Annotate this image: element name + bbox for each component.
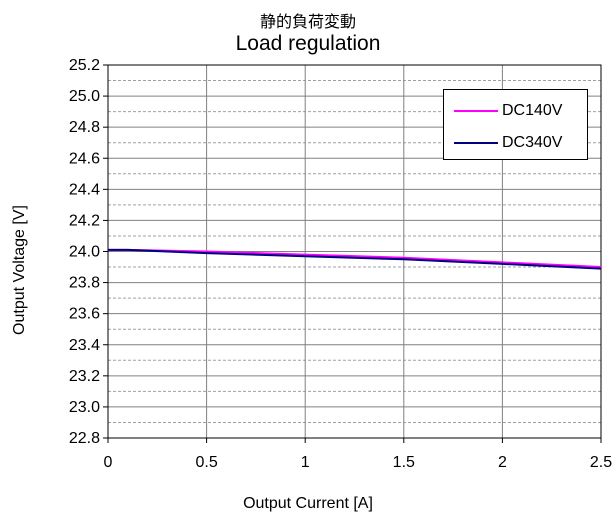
y-axis-label: Output Voltage [V] [11,205,28,335]
x-axis-label: Output Current [A] [243,495,373,512]
y-tick-label: 23.4 [69,337,100,354]
x-tick-label: 1 [301,454,310,471]
y-tick-label: 25.0 [69,88,100,105]
legend-swatch-dc340v [454,142,498,144]
x-tick-label: 0 [104,454,113,471]
y-tick-label: 23.0 [69,399,100,416]
y-tick-label: 23.2 [69,368,100,385]
y-tick-label: 24.2 [69,212,100,229]
y-tick-label: 24.8 [69,119,100,136]
x-tick-label: 1.5 [393,454,415,471]
chart-title: Load regulation [235,32,381,55]
y-tick-label: 23.8 [69,275,100,292]
x-tick-label: 2 [498,454,507,471]
y-tick-label: 23.6 [69,306,100,323]
y-tick-label: 22.8 [69,430,100,447]
legend-item-dc140v: DC140V [454,101,584,121]
legend: DC140V DC340V [443,89,588,160]
legend-label-dc340v: DC340V [502,134,563,151]
x-tick-label: 2.5 [590,454,612,471]
plot-frame [107,64,602,439]
x-tick-label: 0.5 [195,454,217,471]
legend-label-dc140v: DC140V [502,102,563,119]
y-tick-label: 24.0 [69,244,100,261]
legend-item-dc340v: DC340V [454,133,584,153]
y-tick-label: 24.4 [69,181,100,198]
y-tick-label: 25.2 [69,57,100,74]
series-line-dc340v [108,248,602,270]
y-tick-label: 24.6 [69,150,100,167]
legend-swatch-dc140v [454,110,498,112]
chart-subtitle: 静的負荷変動 [259,12,356,31]
